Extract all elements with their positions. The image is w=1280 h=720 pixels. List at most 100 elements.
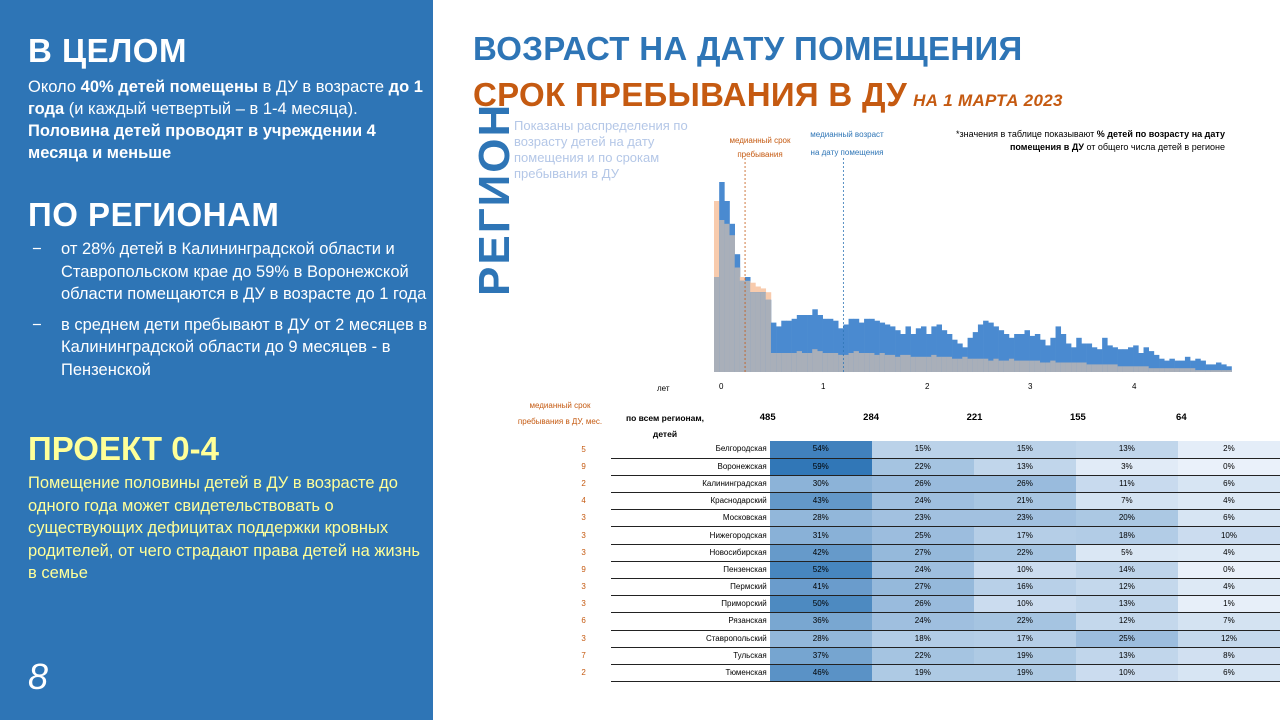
age-bar	[1148, 351, 1155, 372]
percent-cell: 8%	[1177, 647, 1280, 665]
overlap-bar	[1065, 362, 1072, 372]
percent-cell: 19%	[973, 647, 1076, 665]
overlap-bar	[1184, 368, 1191, 372]
overlap-bar	[1221, 370, 1227, 372]
percent-cell: 6%	[1177, 475, 1280, 494]
overlap-bar	[843, 354, 849, 372]
age-bar	[801, 315, 808, 372]
table-row: 3 Московская 28% 23% 23% 20% 6%	[556, 509, 1280, 528]
median-stay-cell: 7	[581, 650, 586, 660]
percent-cell: 24%	[871, 612, 974, 631]
overall-paragraph: Около 40% детей помещены в ДУ в возрасте…	[28, 78, 423, 162]
overlap-bar	[1008, 358, 1015, 372]
age-bar	[776, 326, 782, 372]
age-bar	[1091, 347, 1098, 372]
percent-cell: 43%	[769, 492, 872, 511]
overlap-bar	[1091, 364, 1098, 372]
age-bar	[941, 330, 948, 372]
overlap-bar	[936, 356, 942, 372]
age-bar	[1164, 360, 1170, 372]
age-bar	[1138, 353, 1144, 372]
median-stay-cell: 2	[581, 668, 586, 678]
median-stay-cell: 3	[581, 582, 586, 592]
age-bar	[1174, 360, 1181, 372]
percent-cell: 23%	[973, 509, 1076, 528]
age-bar	[952, 339, 958, 372]
age-bar	[1143, 347, 1149, 372]
axis-tick-label: 4	[1132, 382, 1137, 391]
median-age-note: медианный возраст на дату помещения	[810, 130, 884, 157]
percent-cell: 27%	[871, 544, 974, 562]
percent-cell: 41%	[769, 578, 872, 597]
median-stay-cell: 6	[581, 616, 586, 626]
age-bar	[781, 320, 787, 372]
median-stay-cell: 4	[581, 496, 586, 506]
table-row: 9 Воронежская 59% 22% 13% 3% 0%	[556, 458, 1280, 476]
axis-unit-label: лет	[657, 384, 670, 393]
overlap-bar	[926, 356, 932, 372]
table-row: 3 Нижегородская 31% 25% 17% 18% 10%	[556, 526, 1280, 545]
percent-cell: 13%	[973, 458, 1076, 476]
overlap-bar	[750, 292, 756, 372]
overlap-bar	[921, 356, 927, 372]
age-bar	[1014, 334, 1020, 372]
age-bar	[1184, 356, 1191, 372]
overlap-bar	[889, 354, 896, 372]
table-row: 3 Приморский 50% 26% 10% 13% 1%	[556, 595, 1280, 614]
age-bar	[1086, 343, 1093, 372]
age-bar	[972, 332, 979, 372]
median-stay-cell: 3	[581, 633, 586, 643]
age-bar	[1045, 345, 1051, 372]
percent-cell: 12%	[1075, 612, 1178, 631]
overlap-bar	[1122, 366, 1129, 372]
median-stay-note: медианный срок пребывания	[729, 136, 791, 159]
percent-cell: 22%	[973, 544, 1076, 562]
age-bar	[1205, 364, 1212, 372]
table-row: 7 Тульская 37% 22% 19% 13% 8%	[556, 647, 1280, 665]
age-bar	[791, 318, 798, 372]
age-bar	[1153, 354, 1160, 372]
percent-cell: 31%	[769, 526, 872, 545]
region-name-cell: Новосибирская	[611, 544, 770, 562]
percent-cell: 26%	[871, 475, 974, 494]
age-bar	[983, 320, 989, 372]
age-bar	[957, 343, 963, 372]
percent-cell: 10%	[1075, 664, 1178, 683]
overlap-bar	[895, 356, 901, 372]
age-bar	[967, 337, 974, 372]
percent-cell: 20%	[1075, 509, 1178, 528]
percent-cell: 50%	[769, 595, 872, 614]
percent-cell: 12%	[1177, 630, 1280, 648]
overlap-bar	[946, 356, 953, 372]
median-stay-cell: 2	[581, 478, 586, 488]
overlap-bar	[1174, 368, 1181, 372]
overlap-bar	[1019, 360, 1025, 372]
age-bar	[822, 318, 829, 372]
overlap-bar	[1034, 360, 1041, 372]
overlap-bar	[739, 280, 746, 372]
total-value: 64	[1176, 412, 1187, 423]
age-bar	[812, 309, 818, 372]
age-bar	[1029, 335, 1036, 372]
bullet-item: в среднем дети пребывают в ДУ от 2 месяц…	[28, 314, 428, 382]
age-bar	[1133, 345, 1139, 372]
overlap-bar	[967, 358, 974, 372]
age-bar	[853, 318, 860, 372]
overlap-bar	[905, 354, 911, 372]
region-name-cell: Рязанская	[611, 612, 770, 631]
percent-cell: 3%	[1075, 458, 1178, 476]
overlap-bar	[962, 356, 968, 372]
overlap-bar	[983, 358, 989, 372]
overlap-bar	[1169, 368, 1175, 372]
overlap-bar	[1148, 368, 1155, 372]
regions-bullet-list: от 28% детей в Калининградской области и…	[28, 238, 428, 389]
age-bar	[874, 320, 880, 372]
percent-cell: 24%	[871, 561, 974, 580]
overlap-bar	[1107, 364, 1113, 372]
percent-cell: 22%	[871, 647, 974, 665]
age-bar	[1102, 337, 1108, 372]
overlap-bar	[1112, 364, 1118, 372]
percent-cell: 59%	[769, 458, 872, 476]
overlap-bar	[1215, 370, 1222, 372]
overlap-bar	[1128, 366, 1134, 372]
